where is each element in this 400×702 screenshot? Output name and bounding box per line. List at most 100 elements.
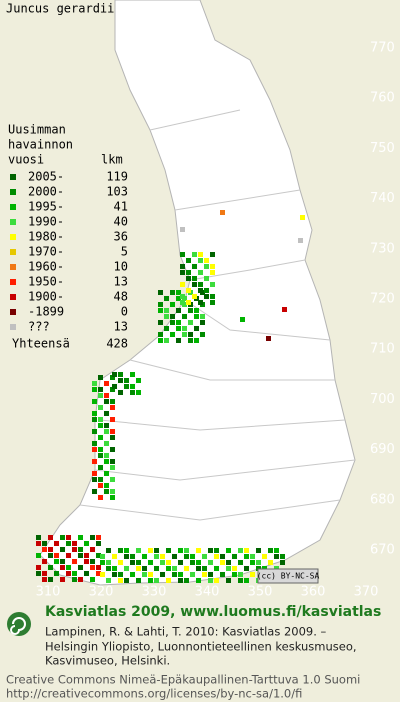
observation-square	[90, 577, 95, 582]
observation-square	[176, 296, 181, 301]
observation-square	[98, 405, 103, 410]
observation-square	[180, 300, 185, 305]
legend-label: 1960-	[28, 260, 64, 274]
observation-square	[210, 270, 215, 275]
observation-square	[196, 548, 201, 553]
observation-square	[104, 489, 109, 494]
citation-line: Lampinen, R. & Lahti, T. 2010: Kasviatla…	[45, 625, 327, 639]
observation-square	[202, 572, 207, 577]
observation-square	[170, 314, 175, 319]
observation-square	[280, 554, 285, 559]
legend-label: 1970-	[28, 245, 64, 259]
observation-square	[142, 572, 147, 577]
observation-square	[36, 571, 41, 576]
observation-square	[104, 483, 109, 488]
observation-square	[176, 320, 181, 325]
observation-square	[196, 578, 201, 583]
observation-square	[124, 384, 129, 389]
observation-square	[210, 294, 215, 299]
observation-square	[190, 554, 195, 559]
observation-square	[106, 560, 111, 565]
observation-square	[136, 566, 141, 571]
observation-square	[72, 547, 77, 552]
observation-square	[194, 308, 199, 313]
observation-square	[250, 554, 255, 559]
observation-square	[42, 547, 47, 552]
observation-square	[106, 566, 111, 571]
observation-square	[198, 270, 203, 275]
observation-square	[178, 572, 183, 577]
observation-square	[110, 405, 115, 410]
observation-square	[54, 553, 59, 558]
observation-square	[200, 332, 205, 337]
observation-squares	[36, 210, 305, 583]
observation-square	[202, 566, 207, 571]
observation-square	[130, 384, 135, 389]
observation-square	[36, 553, 41, 558]
license-line: http://creativecommons.org/licenses/by-n…	[6, 687, 302, 701]
legend-heading: Uusimman	[8, 123, 66, 137]
legend-swatch	[10, 204, 16, 210]
observation-square	[96, 541, 101, 546]
observation-square	[244, 548, 249, 553]
observation-square	[98, 387, 103, 392]
legend-count: 10	[114, 260, 128, 274]
observation-square	[72, 541, 77, 546]
observation-square	[164, 338, 169, 343]
observation-square	[244, 566, 249, 571]
observation-square	[158, 320, 163, 325]
observation-square	[194, 338, 199, 343]
observation-square	[148, 548, 153, 553]
observation-square	[104, 441, 109, 446]
observation-square	[110, 387, 115, 392]
northing-label: 690	[370, 442, 395, 457]
observation-square	[104, 381, 109, 386]
observation-square	[192, 252, 197, 257]
observation-square	[238, 560, 243, 565]
observation-square	[196, 566, 201, 571]
observation-square	[300, 215, 305, 220]
observation-square	[104, 471, 109, 476]
legend-count: 41	[114, 200, 128, 214]
legend-count: 0	[121, 305, 128, 319]
observation-square	[176, 338, 181, 343]
observation-square	[158, 308, 163, 313]
observation-square	[204, 264, 209, 269]
observation-square	[186, 276, 191, 281]
legend-count-heading: lkm	[101, 153, 123, 167]
legend-label: 1995-	[28, 200, 64, 214]
observation-square	[110, 399, 115, 404]
observation-square	[154, 548, 159, 553]
legend-swatch	[10, 309, 16, 315]
observation-square	[160, 572, 165, 577]
observation-square	[98, 447, 103, 452]
observation-square	[118, 572, 123, 577]
legend-heading: vuosi	[8, 153, 44, 167]
observation-square	[54, 559, 59, 564]
observation-square	[198, 282, 203, 287]
observation-square	[166, 548, 171, 553]
observation-square	[238, 548, 243, 553]
observation-square	[66, 565, 71, 570]
observation-square	[72, 559, 77, 564]
observation-square	[110, 477, 115, 482]
observation-square	[98, 417, 103, 422]
observation-square	[180, 270, 185, 275]
observation-square	[124, 578, 129, 583]
observation-square	[98, 477, 103, 482]
observation-square	[84, 571, 89, 576]
observation-square	[198, 288, 203, 293]
observation-square	[42, 577, 47, 582]
legend-count: 36	[114, 230, 128, 244]
observation-square	[170, 320, 175, 325]
observation-square	[78, 565, 83, 570]
observation-square	[136, 548, 141, 553]
observation-square	[130, 372, 135, 377]
observation-square	[188, 332, 193, 337]
northing-label: 670	[370, 543, 395, 558]
observation-square	[130, 572, 135, 577]
observation-square	[274, 548, 279, 553]
observation-square	[204, 294, 209, 299]
grid-labels: 770 760 750 740 730 720 710 700 690 680 670 310 320 3…	[36, 41, 395, 600]
observation-square	[48, 553, 53, 558]
